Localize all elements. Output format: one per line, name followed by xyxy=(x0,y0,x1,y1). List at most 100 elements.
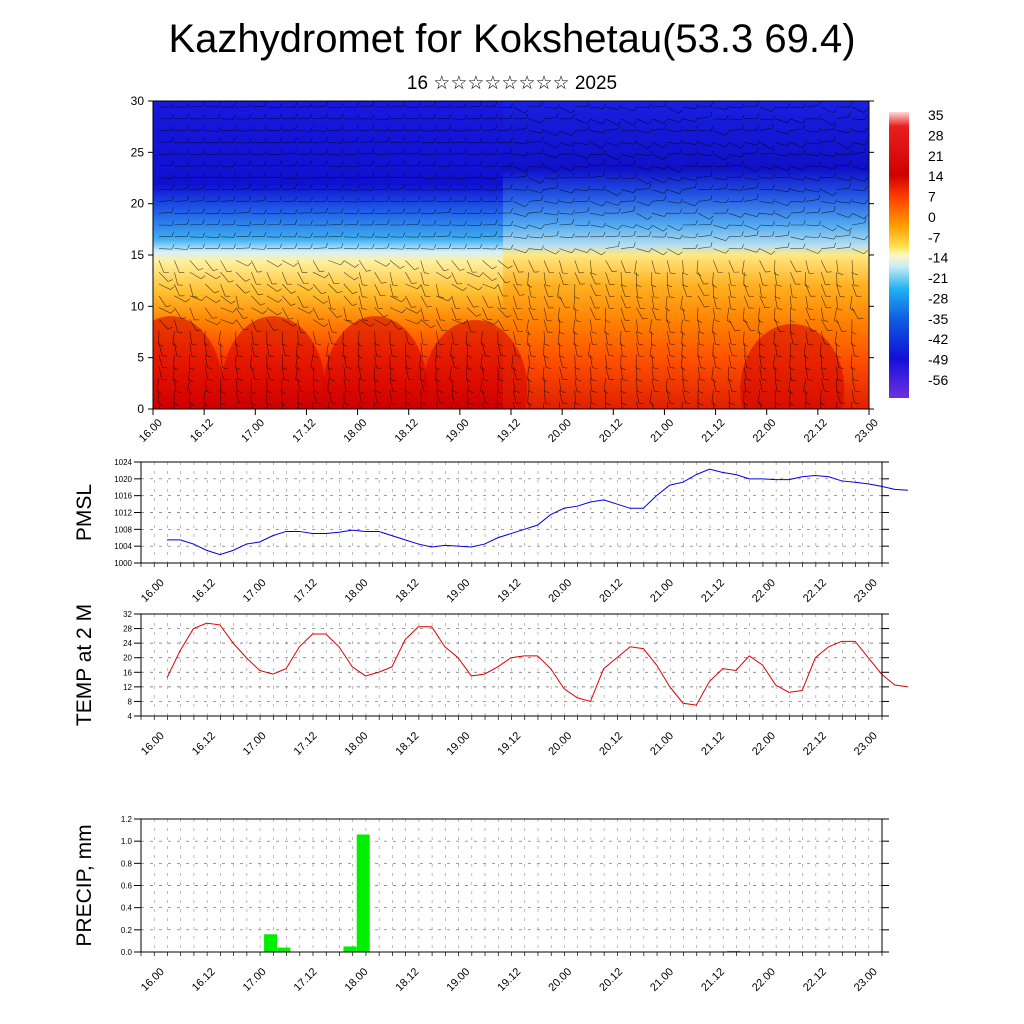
wind-barb-flag xyxy=(823,320,829,322)
wind-barb-flag xyxy=(710,111,713,117)
wind-barb-flag xyxy=(337,290,343,294)
wind-barb-flag xyxy=(695,182,697,188)
y-tick-label: 5 xyxy=(137,351,144,365)
wind-barb-flag xyxy=(667,284,673,288)
wind-barb xyxy=(235,130,249,132)
wind-barb-flag xyxy=(202,232,206,238)
wind-barb xyxy=(851,130,865,133)
wind-barb-flag xyxy=(220,391,226,394)
wind-barb-flag xyxy=(510,162,514,167)
wind-barb xyxy=(805,366,809,380)
wind-barb-flag xyxy=(695,176,699,181)
wind-barb xyxy=(836,390,841,403)
wind-barb-flag xyxy=(808,272,814,275)
wind-barb xyxy=(281,342,286,356)
wind-barb xyxy=(497,366,499,380)
wind-barb-flag xyxy=(279,160,282,166)
wind-barb xyxy=(374,223,388,226)
wind-barb-flag xyxy=(356,244,359,249)
wind-barb-flag xyxy=(714,320,720,323)
wind-barb-flag xyxy=(202,137,205,143)
wind-barb xyxy=(728,106,742,109)
wind-barb-flag xyxy=(663,155,668,160)
wind-barb-flag xyxy=(423,390,429,393)
wind-barbs xyxy=(156,101,868,417)
x-tick-label: 21.12 xyxy=(699,417,727,445)
wind-barb xyxy=(282,319,294,327)
wind-barb-flag xyxy=(591,402,597,405)
wind-barb-flag xyxy=(402,197,406,202)
wind-barb xyxy=(497,307,507,318)
wind-barb-flag xyxy=(406,367,412,370)
wind-barb xyxy=(836,130,850,133)
wind-barb-flag xyxy=(772,173,775,179)
wind-barb-flag xyxy=(495,161,498,167)
wind-barb xyxy=(620,164,634,167)
wind-barb-flag xyxy=(277,312,282,316)
wind-barb-flag xyxy=(679,148,683,154)
wind-barb-flag xyxy=(479,125,482,131)
wind-barb-flag xyxy=(746,367,752,369)
wind-barb xyxy=(603,378,606,392)
wind-barb-flag xyxy=(803,206,805,212)
wind-barb-flag xyxy=(587,186,591,191)
wind-barb-flag xyxy=(207,379,213,381)
wind-barb-flag xyxy=(514,390,520,393)
wind-barb xyxy=(482,105,496,108)
wind-barb-flag xyxy=(681,415,685,417)
wind-barb-flag xyxy=(248,196,251,202)
wind-barb xyxy=(435,260,445,271)
x-tick-label: 23.00 xyxy=(852,966,880,994)
wind-barb xyxy=(282,129,296,131)
wind-barb-flag xyxy=(802,235,807,241)
wind-barb-flag xyxy=(636,284,642,288)
wind-barb xyxy=(790,189,804,193)
wind-barb-flag xyxy=(556,217,559,223)
wind-barb xyxy=(266,283,278,292)
wind-barb xyxy=(821,189,833,196)
wind-barb-flag xyxy=(685,402,691,404)
wind-barb xyxy=(251,153,265,156)
wind-barb xyxy=(343,141,357,143)
wind-barb-flag xyxy=(678,109,683,114)
wind-barb xyxy=(357,354,360,368)
wind-barb xyxy=(174,272,179,285)
wind-barb-flag xyxy=(308,287,313,291)
wind-barb xyxy=(389,260,401,269)
wind-barb-flag xyxy=(438,390,444,393)
wind-barb-flag xyxy=(740,144,745,149)
wind-barb-flag xyxy=(824,343,830,345)
wind-barb-flag xyxy=(356,219,359,225)
wind-barb xyxy=(851,118,865,121)
wind-barb-flag xyxy=(669,355,675,357)
wind-barb xyxy=(680,295,683,309)
wind-barb xyxy=(389,319,399,330)
wind-barb-flag xyxy=(464,114,467,120)
wind-barb-flag xyxy=(726,208,729,214)
wind-barb xyxy=(204,378,207,392)
wind-barb xyxy=(189,307,195,320)
wind-barb xyxy=(620,153,634,158)
wind-barb-flag xyxy=(741,152,745,158)
wind-barb-flag xyxy=(279,149,283,155)
wind-barb-flag xyxy=(572,173,575,178)
wind-barb xyxy=(636,248,650,253)
wind-barb xyxy=(774,319,780,332)
wind-barb xyxy=(312,165,326,167)
wind-barb-flag xyxy=(262,310,267,314)
wind-barb-flag xyxy=(331,402,337,404)
wind-barb-flag xyxy=(510,113,513,119)
precip-bar xyxy=(277,947,291,952)
wind-barb-flag xyxy=(545,284,551,287)
wind-barb xyxy=(528,342,532,356)
x-tick-label: 16.12 xyxy=(188,417,216,445)
wind-barb-flag xyxy=(620,391,626,394)
wind-barb-flag xyxy=(622,355,628,358)
wind-barb xyxy=(297,331,299,345)
wind-barb-flag xyxy=(606,367,612,370)
wind-barb xyxy=(543,354,547,368)
wind-barb-flag xyxy=(756,230,759,236)
wind-barb-flag xyxy=(712,332,718,335)
wind-barb-flag xyxy=(191,355,197,358)
wind-barb xyxy=(851,390,855,404)
